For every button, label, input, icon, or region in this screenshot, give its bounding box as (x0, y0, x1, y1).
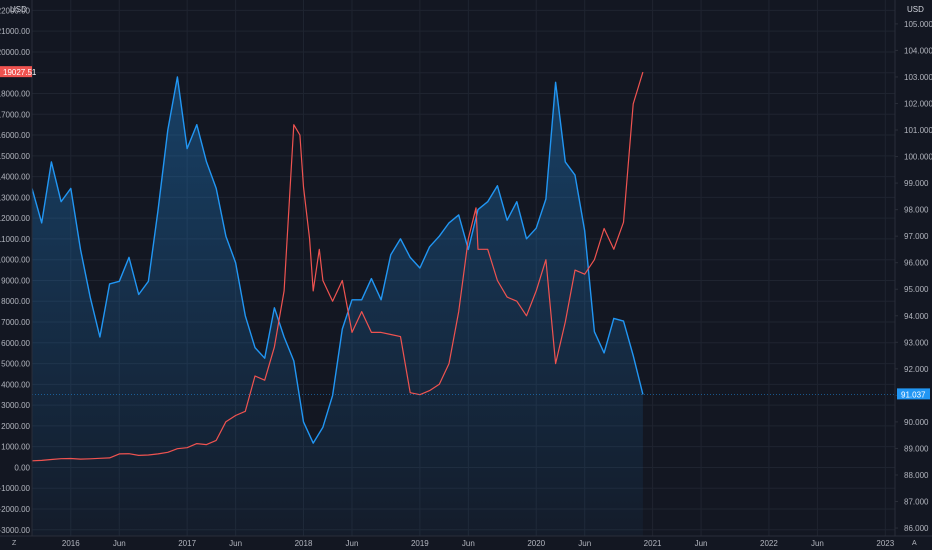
left-tick-label: 18000.00 (0, 89, 31, 98)
left-tick-label: -1000.00 (0, 484, 31, 493)
right-tick-label: 100.000 (904, 153, 932, 162)
right-tick-label: 88.000 (904, 471, 929, 480)
right-tick-label: 101.000 (904, 126, 932, 135)
right-tick-label: 98.000 (904, 206, 929, 215)
time-tick-label: Jun (113, 539, 126, 548)
zoom-icon[interactable]: Z (12, 540, 17, 547)
blue-series-area (32, 77, 643, 536)
right-tick-label: 92.000 (904, 365, 929, 374)
time-tick-label: 2017 (178, 539, 196, 548)
left-tick-label: 21000.00 (0, 27, 31, 36)
left-tick-label: 20000.00 (0, 48, 31, 57)
left-tick-label: 9000.00 (1, 276, 30, 285)
left-tick-label: 2000.00 (1, 422, 30, 431)
left-axis-unit: USD (10, 5, 27, 14)
right-axis[interactable]: 105.000 104.000 103.000 102.000 101.000 100.0… (895, 20, 932, 533)
left-tick-label: 17000.00 (0, 110, 31, 119)
time-tick-label: 2019 (411, 539, 429, 548)
time-tick-label: 2018 (295, 539, 313, 548)
blue-last-value-label: 91.037 (901, 390, 926, 399)
right-tick-label: 90.000 (904, 418, 929, 427)
red-last-value-label: 19027.51 (3, 68, 37, 77)
right-tick-label: 87.000 (904, 498, 929, 507)
left-tick-label: 16000.00 (0, 131, 31, 140)
left-tick-label: 14000.00 (0, 173, 31, 182)
left-tick-label: 13000.00 (0, 193, 31, 202)
left-tick-label: 22000.00 (0, 6, 31, 15)
time-tick-label: Jun (462, 539, 475, 548)
time-tick-label: Jun (811, 539, 824, 548)
left-tick-label: 0.00 (14, 463, 30, 472)
left-tick-label: 7000.00 (1, 318, 30, 327)
time-tick-label: Jun (229, 539, 242, 548)
red-last-value-badge: 19027.51 (0, 66, 37, 78)
red-series-line (32, 71, 644, 462)
time-tick-label: 2020 (527, 539, 545, 548)
time-tick-label: 2022 (760, 539, 778, 548)
left-tick-label: 1000.00 (1, 443, 30, 452)
time-tick-label: 2021 (644, 539, 662, 548)
right-tick-label: 103.000 (904, 73, 932, 82)
right-tick-label: 93.000 (904, 338, 929, 347)
left-tick-label: 4000.00 (1, 380, 30, 389)
right-axis-unit: USD (907, 5, 924, 14)
right-tick-label: 105.000 (904, 20, 932, 29)
left-tick-label: 10000.00 (0, 256, 31, 265)
left-tick-label: 6000.00 (1, 339, 30, 348)
blue-series-line (32, 76, 644, 444)
right-tick-label: 97.000 (904, 232, 929, 241)
time-tick-label: 2023 (876, 539, 894, 548)
blue-last-value-badge: 91.037 (897, 388, 930, 400)
left-tick-label: -3000.00 (0, 526, 31, 535)
right-tick-label: 89.000 (904, 444, 929, 453)
right-tick-label: 99.000 (904, 179, 929, 188)
left-tick-label: 3000.00 (1, 401, 30, 410)
time-tick-label: Jun (695, 539, 708, 548)
left-tick-label: 15000.00 (0, 152, 31, 161)
right-tick-label: 95.000 (904, 285, 929, 294)
time-tick-label: 2016 (62, 539, 80, 548)
time-axis[interactable]: 2016 Jun 2017 Jun 2018 Jun 2019 Jun 2020 Jun 2021 J… (62, 539, 895, 548)
left-tick-label: 5000.00 (1, 360, 30, 369)
auto-scale-icon[interactable]: A (912, 540, 917, 547)
time-tick-label: Jun (346, 539, 359, 548)
right-tick-label: 96.000 (904, 259, 929, 268)
left-axis[interactable]: 22000.0021000.0020000.0019000.0018000.00… (0, 6, 31, 534)
left-tick-label: 11000.00 (0, 235, 31, 244)
right-tick-label: 86.000 (904, 524, 929, 533)
left-tick-label: 8000.00 (1, 297, 30, 306)
time-tick-label: Jun (578, 539, 591, 548)
left-tick-label: 12000.00 (0, 214, 31, 223)
right-tick-label: 94.000 (904, 312, 929, 321)
right-tick-label: 102.000 (904, 99, 932, 108)
right-tick-label: 104.000 (904, 46, 932, 55)
left-tick-label: -2000.00 (0, 505, 31, 514)
